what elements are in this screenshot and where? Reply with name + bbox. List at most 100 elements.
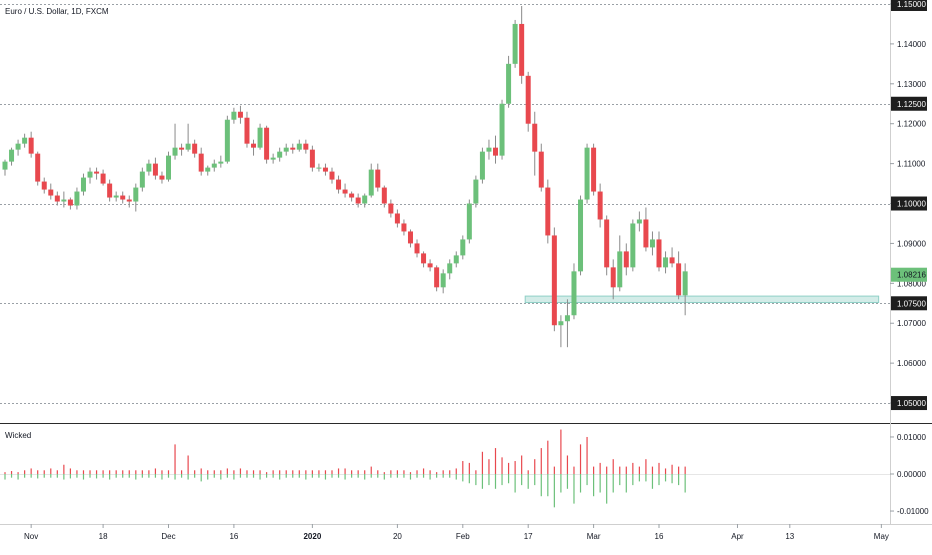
candle-down bbox=[237, 111, 243, 118]
indicator-title: Wicked bbox=[5, 431, 31, 440]
candle-down bbox=[349, 193, 355, 198]
indicator-tick-label: -0.01000 bbox=[897, 507, 929, 516]
candle-up bbox=[231, 111, 237, 120]
candle-up bbox=[447, 263, 453, 274]
price-tick-label: 1.13000 bbox=[897, 80, 926, 89]
time-tick-label: Dec bbox=[161, 532, 175, 541]
candle-down bbox=[309, 149, 315, 168]
candle-down bbox=[597, 191, 603, 220]
candle-up bbox=[473, 179, 479, 204]
candle-down bbox=[525, 75, 531, 124]
candle-up bbox=[80, 177, 86, 192]
candle-up bbox=[460, 239, 466, 256]
price-tick-label: 1.09000 bbox=[897, 239, 926, 248]
candle-up bbox=[218, 161, 224, 164]
candle-down bbox=[669, 257, 675, 264]
time-tick-label: Apr bbox=[731, 532, 744, 541]
candle-down bbox=[100, 173, 106, 184]
candle-down bbox=[610, 267, 616, 288]
candle-up bbox=[166, 155, 171, 180]
time-tick-label: Nov bbox=[24, 532, 38, 541]
time-tick-label: 2020 bbox=[303, 532, 321, 541]
candle-down bbox=[303, 143, 309, 150]
candle-up bbox=[479, 151, 485, 180]
price-tick-label: 1.06000 bbox=[897, 359, 926, 368]
candle-down bbox=[434, 267, 440, 288]
candle-up bbox=[257, 127, 263, 148]
indicator-tick-label: 0.00000 bbox=[897, 470, 926, 479]
price-axis[interactable]: 1.15000 1.14000 1.13000 1.12000 1.11000 1.100… bbox=[890, 0, 927, 411]
candle-down bbox=[152, 163, 158, 176]
candle-down bbox=[54, 195, 60, 202]
candle-down bbox=[355, 197, 361, 204]
candle-up bbox=[558, 321, 564, 326]
candle-down bbox=[414, 243, 420, 254]
time-axis[interactable]: Nov18Dec16202020Feb17Mar16Apr13May18 bbox=[24, 524, 932, 541]
candle-up bbox=[512, 23, 518, 64]
candle-down bbox=[388, 203, 394, 214]
candle-up bbox=[316, 167, 322, 169]
candle-down bbox=[48, 189, 54, 196]
candle-up bbox=[466, 203, 472, 240]
candle-down bbox=[375, 169, 381, 188]
price-level-label: 1.10000 bbox=[897, 200, 926, 209]
candle-down bbox=[107, 183, 113, 198]
candle-down bbox=[290, 147, 296, 150]
candle-down bbox=[192, 143, 198, 154]
indicator-axis[interactable]: 0.01000 0.00000 -0.01000 bbox=[890, 433, 929, 516]
candle-up bbox=[113, 195, 119, 198]
price-level-label-bg bbox=[891, 0, 927, 11]
candle-up bbox=[368, 169, 374, 196]
candle-up bbox=[172, 147, 178, 156]
time-tick-label: 20 bbox=[393, 532, 402, 541]
candle-down bbox=[67, 199, 73, 206]
price-level-label-bg bbox=[891, 296, 927, 311]
candle-up bbox=[571, 271, 577, 316]
last-price-label-bg bbox=[891, 267, 927, 282]
candle-down bbox=[407, 231, 413, 244]
candle-up bbox=[2, 161, 8, 170]
candle-down bbox=[198, 153, 204, 172]
candle-up bbox=[15, 143, 21, 150]
candle-down bbox=[532, 123, 538, 152]
candle-down bbox=[336, 179, 342, 190]
candle-down bbox=[421, 253, 427, 264]
candle-down bbox=[538, 151, 544, 188]
candle-up bbox=[578, 199, 584, 272]
candle-up bbox=[61, 199, 67, 202]
candle-down bbox=[519, 23, 525, 76]
candle-up bbox=[9, 149, 15, 162]
price-level-label: 1.15000 bbox=[897, 0, 926, 9]
time-tick-label: 18 bbox=[99, 532, 108, 541]
candle-down bbox=[251, 143, 257, 148]
candle-up bbox=[211, 163, 217, 168]
candle-up bbox=[617, 251, 623, 288]
candle-down bbox=[676, 263, 682, 296]
price-tick-label: 1.12000 bbox=[897, 120, 926, 129]
candle-down bbox=[545, 187, 551, 236]
candle-down bbox=[159, 175, 165, 180]
candle-up bbox=[87, 171, 93, 178]
support-zone-layer bbox=[524, 295, 880, 303]
candle-down bbox=[41, 181, 47, 190]
last-price-label: 1.08216 bbox=[897, 271, 926, 280]
candle-up bbox=[682, 271, 688, 296]
candle-down bbox=[604, 219, 610, 268]
candle-up bbox=[663, 257, 669, 268]
candle-down bbox=[427, 263, 433, 268]
candle-up bbox=[74, 191, 80, 206]
price-tick-label: 1.08000 bbox=[897, 279, 926, 288]
candle-down bbox=[322, 167, 328, 172]
candle-up bbox=[224, 119, 230, 162]
candle-up bbox=[270, 157, 276, 160]
price-level-label-bg bbox=[891, 196, 927, 211]
candle-up bbox=[564, 315, 570, 322]
candle-down bbox=[244, 117, 250, 144]
price-tick-label: 1.07000 bbox=[897, 319, 926, 328]
candle-down bbox=[342, 189, 348, 194]
price-level-label-bg bbox=[891, 96, 927, 111]
support-zone bbox=[524, 295, 880, 303]
candle-up bbox=[649, 239, 655, 248]
